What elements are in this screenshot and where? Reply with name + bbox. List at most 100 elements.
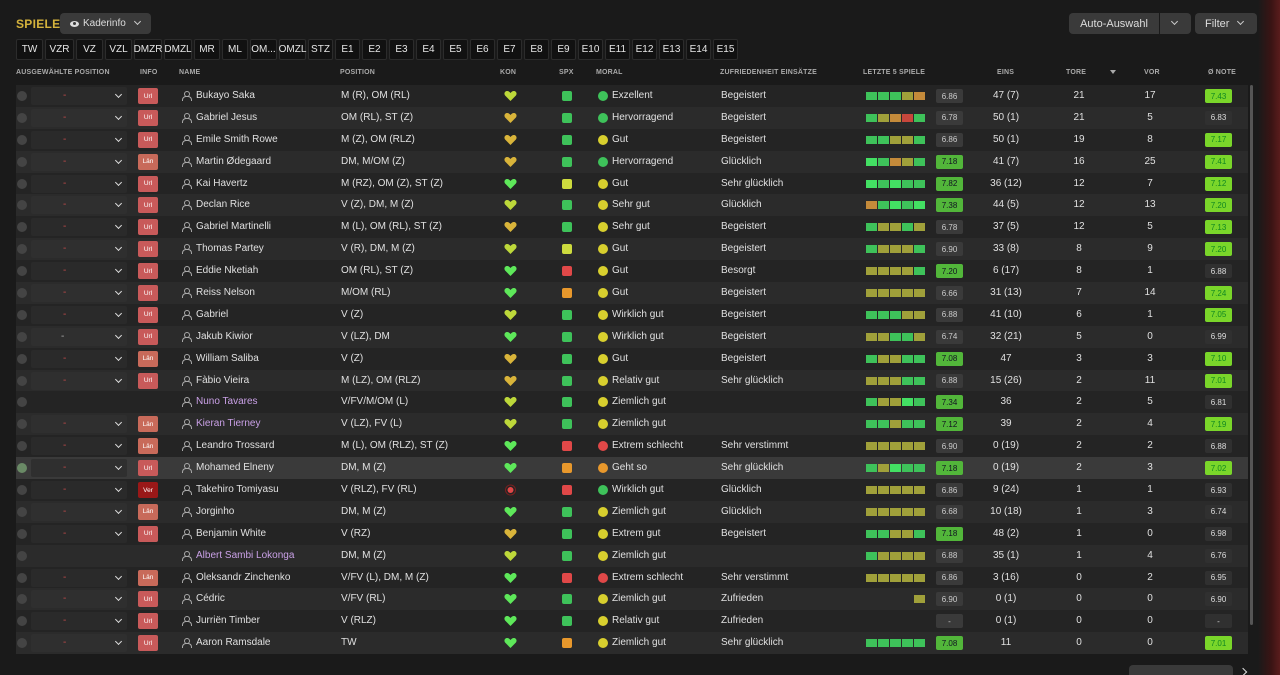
row-checkbox[interactable] bbox=[17, 309, 27, 320]
player-name[interactable]: Takehiro Tomiyasu bbox=[196, 484, 279, 496]
info-badge[interactable]: Url bbox=[138, 613, 158, 630]
player-name[interactable]: Martin Ødegaard bbox=[196, 155, 272, 167]
table-row[interactable]: - Url Bukayo Saka M (R), OM (RL) Exzellent Be… bbox=[16, 85, 1248, 107]
row-checkbox[interactable] bbox=[17, 353, 27, 364]
selected-position-dropdown[interactable]: - bbox=[31, 349, 127, 368]
selected-position-dropdown[interactable]: - bbox=[31, 130, 127, 149]
player-name[interactable]: Kai Havertz bbox=[196, 177, 248, 189]
selected-position-dropdown[interactable]: - bbox=[31, 568, 127, 587]
position-filter-23[interactable]: E13 bbox=[659, 39, 684, 60]
auto-select-dropdown-button[interactable] bbox=[1160, 13, 1191, 34]
position-filter-6[interactable]: MR bbox=[194, 39, 220, 60]
scrollbar[interactable] bbox=[1250, 85, 1253, 625]
table-row[interactable]: - Url Eddie Nketiah OM (RL), ST (Z) Gut Besor… bbox=[16, 260, 1248, 283]
selected-position-dropdown[interactable]: - bbox=[31, 196, 127, 215]
col-note[interactable]: Ø NOTE bbox=[1208, 69, 1237, 76]
selected-position-dropdown[interactable]: - bbox=[31, 87, 127, 105]
player-name[interactable]: Oleksandr Zinchenko bbox=[196, 571, 291, 583]
info-badge[interactable]: Url bbox=[138, 635, 158, 652]
col-position[interactable]: POSITION bbox=[340, 69, 376, 76]
table-row[interactable]: - Url Aaron Ramsdale TW Ziemlich gut Sehr glü… bbox=[16, 632, 1248, 655]
info-badge[interactable]: Ver bbox=[138, 482, 158, 499]
info-badge[interactable]: Url bbox=[138, 241, 158, 258]
row-checkbox[interactable] bbox=[17, 616, 27, 627]
position-filter-3[interactable]: VZL bbox=[105, 39, 132, 60]
position-filter-8[interactable]: OM... bbox=[250, 39, 277, 60]
table-row[interactable]: - Url Kai Havertz M (RZ), OM (Z), ST (Z) Gut… bbox=[16, 172, 1248, 195]
player-name[interactable]: Kieran Tierney bbox=[196, 418, 261, 430]
table-row[interactable]: - Län Oleksandr Zinchenko V/FV (L), DM, M (… bbox=[16, 566, 1248, 589]
selected-position-dropdown[interactable]: - bbox=[31, 590, 127, 609]
info-badge[interactable]: Url bbox=[138, 328, 158, 345]
player-name[interactable]: Emile Smith Rowe bbox=[196, 133, 278, 145]
row-checkbox[interactable] bbox=[17, 222, 27, 233]
position-filter-15[interactable]: E5 bbox=[443, 39, 468, 60]
player-name[interactable]: Leandro Trossard bbox=[196, 440, 275, 452]
info-badge[interactable]: Län bbox=[138, 153, 158, 170]
player-name[interactable]: Jakub Kiwior bbox=[196, 330, 253, 342]
position-filter-0[interactable]: TW bbox=[16, 39, 43, 60]
player-name[interactable]: Thomas Partey bbox=[196, 243, 264, 255]
position-filter-16[interactable]: E6 bbox=[470, 39, 495, 60]
info-badge[interactable]: Url bbox=[138, 131, 158, 148]
row-checkbox[interactable] bbox=[17, 572, 27, 583]
selected-position-dropdown[interactable]: - bbox=[31, 152, 127, 171]
col-name[interactable]: NAME bbox=[179, 69, 201, 76]
position-filter-9[interactable]: OMZL bbox=[279, 39, 306, 60]
selected-position-dropdown[interactable]: - bbox=[31, 108, 127, 127]
info-badge[interactable]: Url bbox=[138, 460, 158, 477]
selected-position-dropdown[interactable]: - bbox=[31, 262, 127, 281]
auto-select-button[interactable]: Auto-Auswahl bbox=[1069, 13, 1159, 34]
player-name[interactable]: Reiss Nelson bbox=[196, 287, 255, 299]
table-row[interactable]: - Url Jurriën Timber V (RLZ) Relativ gut Zufr… bbox=[16, 610, 1248, 633]
table-row[interactable]: - Url Gabriel Martinelli M (L), OM (RL), ST… bbox=[16, 216, 1248, 239]
col-zufriedenheit[interactable]: ZUFRIEDENHEIT EINSÄTZE bbox=[720, 69, 817, 76]
col-info[interactable]: INFO bbox=[140, 69, 158, 76]
position-filter-21[interactable]: E11 bbox=[605, 39, 630, 60]
info-badge[interactable]: Url bbox=[138, 285, 158, 302]
table-row[interactable]: - Url Reiss Nelson M/OM (RL) Gut Begeistert 6.… bbox=[16, 282, 1248, 304]
info-badge[interactable]: Url bbox=[138, 109, 158, 126]
selected-position-dropdown[interactable]: - bbox=[31, 459, 127, 478]
col-eins[interactable]: EINS bbox=[997, 69, 1015, 76]
info-badge[interactable]: Län bbox=[138, 350, 158, 367]
position-filter-25[interactable]: E15 bbox=[713, 39, 738, 60]
row-checkbox[interactable] bbox=[17, 375, 27, 386]
selected-position-dropdown[interactable]: - bbox=[31, 174, 127, 193]
col-spx[interactable]: SPX bbox=[559, 69, 574, 76]
table-row[interactable]: - Url Fàbio Vieira M (LZ), OM (RLZ) Relativ … bbox=[16, 369, 1248, 392]
view-select-button[interactable]: Kaderinfo bbox=[60, 13, 151, 34]
row-checkbox[interactable] bbox=[17, 485, 27, 496]
player-name[interactable]: Gabriel Martinelli bbox=[196, 221, 272, 233]
table-row[interactable]: - Url Benjamin White V (RZ) Extrem gut Begeis… bbox=[16, 522, 1248, 545]
position-filter-22[interactable]: E12 bbox=[632, 39, 657, 60]
col-vor[interactable]: VOR bbox=[1144, 69, 1160, 76]
player-name[interactable]: Bukayo Saka bbox=[196, 90, 255, 101]
selected-position-dropdown[interactable]: - bbox=[31, 371, 127, 390]
table-row[interactable]: - Url Gabriel V (Z) Wirklich gut Begeistert 6.… bbox=[16, 303, 1248, 326]
table-row[interactable]: - Län William Saliba V (Z) Gut Begeistert 7.08… bbox=[16, 347, 1248, 370]
col-tore[interactable]: TORE bbox=[1066, 69, 1087, 76]
info-badge[interactable]: Län bbox=[138, 416, 158, 433]
row-checkbox[interactable] bbox=[17, 156, 27, 167]
selected-position-dropdown[interactable]: - bbox=[31, 305, 127, 324]
row-checkbox[interactable] bbox=[17, 463, 27, 474]
selected-position-dropdown[interactable]: - bbox=[31, 415, 127, 434]
position-filter-17[interactable]: E7 bbox=[497, 39, 522, 60]
row-checkbox[interactable] bbox=[17, 594, 27, 605]
position-filter-14[interactable]: E4 bbox=[416, 39, 441, 60]
info-badge[interactable]: Url bbox=[138, 88, 158, 104]
position-filter-5[interactable]: DMZL bbox=[164, 39, 192, 60]
player-name[interactable]: Jorginho bbox=[196, 505, 235, 517]
row-checkbox[interactable] bbox=[17, 288, 27, 299]
position-filter-13[interactable]: E3 bbox=[389, 39, 414, 60]
sort-desc-icon[interactable] bbox=[1110, 70, 1116, 74]
row-checkbox[interactable] bbox=[17, 244, 27, 255]
selected-position-dropdown[interactable]: - bbox=[31, 240, 127, 259]
row-checkbox[interactable] bbox=[17, 506, 27, 517]
position-filter-4[interactable]: DMZR bbox=[134, 39, 162, 60]
table-row[interactable]: - Url Mohamed Elneny DM, M (Z) Geht so Sehr g… bbox=[16, 457, 1248, 480]
info-badge[interactable]: Url bbox=[138, 591, 158, 608]
row-checkbox[interactable] bbox=[17, 91, 27, 101]
player-name[interactable]: Gabriel bbox=[196, 308, 229, 320]
